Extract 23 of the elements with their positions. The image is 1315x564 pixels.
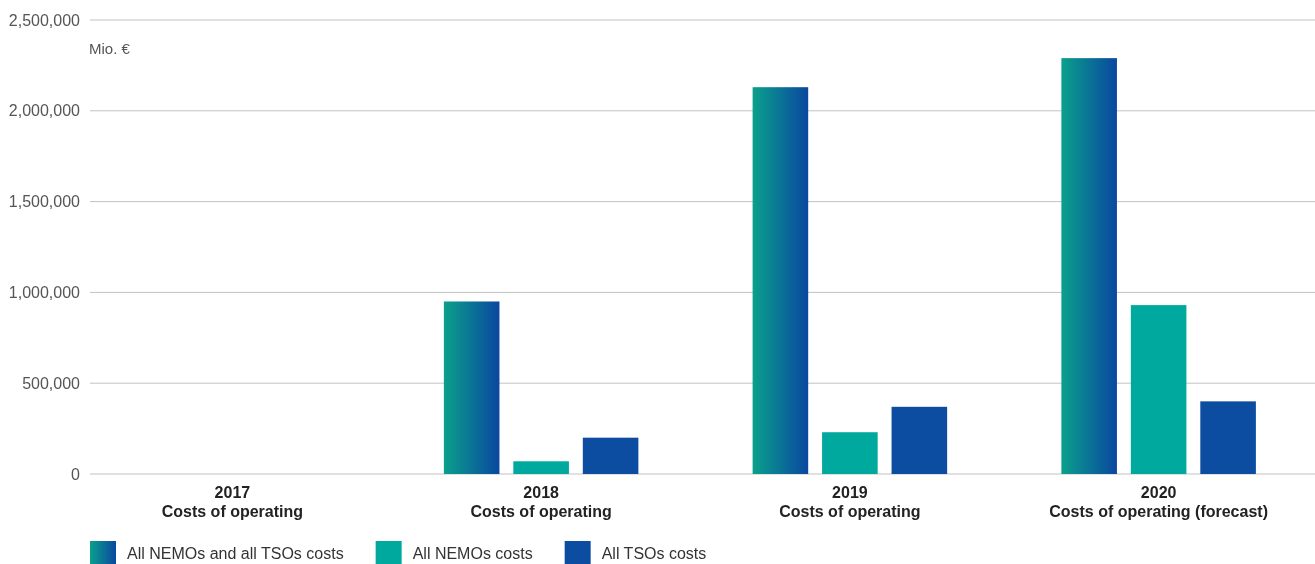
- legend-label: All TSOs costs: [601, 545, 707, 562]
- y-tick-label: 1,000,000: [8, 284, 81, 302]
- legend-label: All NEMOs and all TSOs costs: [127, 545, 344, 562]
- x-tick-label: 2019 Costs of operating: [779, 484, 921, 520]
- bar: [891, 406, 948, 474]
- bar: [752, 87, 809, 474]
- bar: [1200, 401, 1256, 474]
- x-tick-label: 2020 Costs of operating (forecast): [1049, 484, 1268, 520]
- bar: [582, 437, 639, 474]
- y-axis-title: Mio. €: [89, 40, 131, 57]
- y-tick-label: 500,000: [22, 374, 81, 392]
- x-tick-label: 2017 Costs of operating: [161, 484, 304, 520]
- y-tick-label: 0: [71, 465, 81, 483]
- y-tick-label: 2,500,000: [8, 11, 81, 29]
- y-tick-label: 2,000,000: [8, 102, 81, 120]
- bar: [1061, 58, 1117, 474]
- legend-label: All NEMOs costs: [412, 545, 533, 562]
- x-tick-label: 2018 Costs of operating: [470, 484, 612, 520]
- y-tick-label: 1,500,000: [8, 193, 81, 211]
- bar: [513, 461, 569, 474]
- bar: [822, 432, 878, 474]
- bar: [1130, 305, 1187, 474]
- bar: [443, 301, 500, 474]
